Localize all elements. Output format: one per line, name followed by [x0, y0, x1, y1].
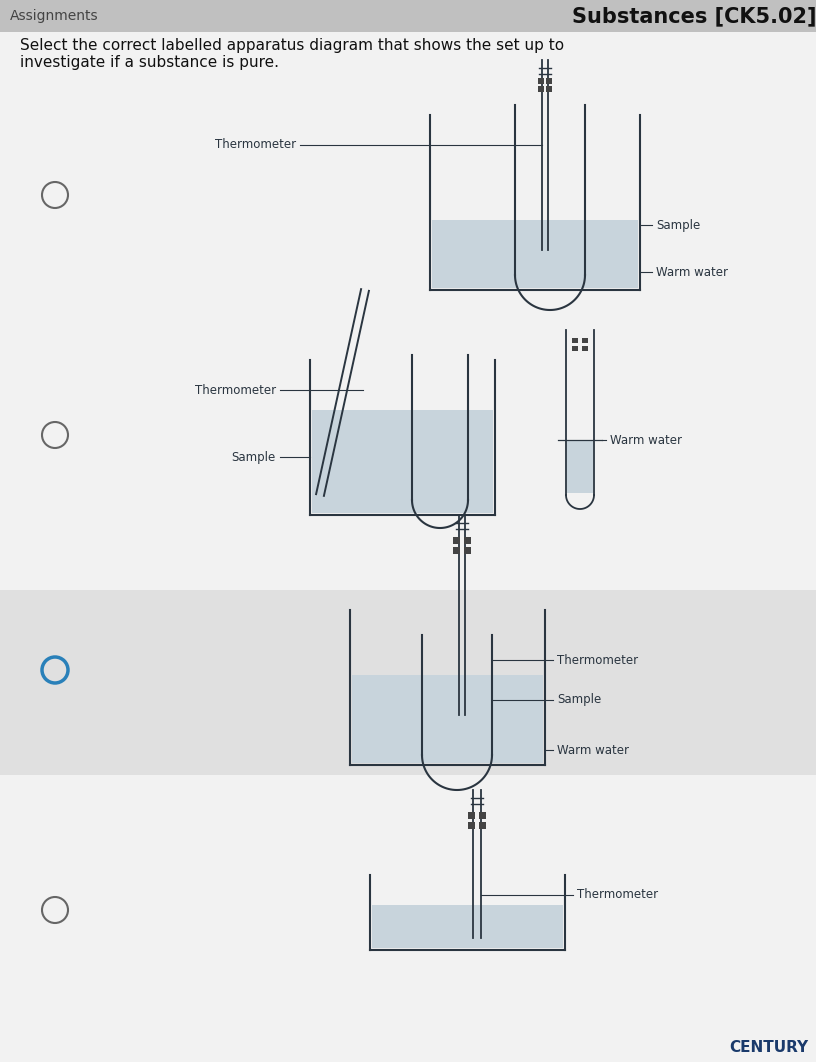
Bar: [582, 346, 588, 352]
Bar: [464, 537, 471, 544]
Bar: [582, 338, 588, 343]
Bar: [0, 0, 816, 32]
Bar: [572, 338, 578, 343]
Bar: [372, 905, 563, 948]
Bar: [546, 86, 552, 92]
Bar: [453, 547, 460, 554]
Text: Thermometer: Thermometer: [557, 653, 638, 667]
Bar: [468, 822, 475, 829]
Bar: [468, 812, 475, 819]
Text: Select the correct labelled apparatus diagram that shows the set up to
investiga: Select the correct labelled apparatus di…: [20, 38, 564, 70]
Bar: [432, 220, 638, 288]
Text: Thermometer: Thermometer: [577, 889, 659, 902]
Bar: [453, 537, 460, 544]
Bar: [312, 410, 493, 513]
Bar: [546, 78, 552, 84]
Text: Warm water: Warm water: [557, 743, 629, 756]
Bar: [352, 675, 543, 763]
Bar: [479, 812, 486, 819]
Bar: [567, 440, 593, 493]
Bar: [572, 346, 578, 352]
Text: Sample: Sample: [232, 450, 276, 463]
Bar: [464, 547, 471, 554]
Bar: [0, 590, 816, 775]
Text: Sample: Sample: [557, 693, 601, 706]
Text: Warm water: Warm water: [656, 266, 728, 278]
Text: Warm water: Warm water: [610, 433, 682, 446]
Text: Substances [CK5.02]: Substances [CK5.02]: [571, 6, 816, 25]
Text: Thermometer: Thermometer: [195, 383, 276, 396]
Text: CENTURY: CENTURY: [729, 1041, 808, 1056]
Bar: [538, 78, 544, 84]
Text: Sample: Sample: [656, 219, 700, 232]
Bar: [479, 822, 486, 829]
Text: Thermometer: Thermometer: [215, 138, 296, 152]
Text: Assignments: Assignments: [10, 8, 99, 23]
Bar: [538, 86, 544, 92]
